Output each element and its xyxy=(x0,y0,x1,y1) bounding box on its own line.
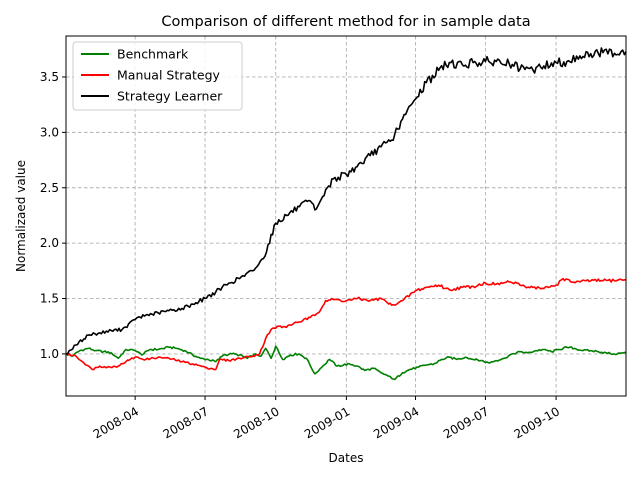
chart-title: Comparison of different method for in sa… xyxy=(161,14,530,30)
x-axis-ticks: 2008-04 2008-07 2008-10 2009-01 2009-04 2009-… xyxy=(91,396,562,441)
y-tick-label: 3.0 xyxy=(40,125,59,139)
x-tick-label: 2008-10 xyxy=(231,404,281,441)
series-line-manual-strategy xyxy=(65,277,627,371)
y-tick-label: 3.5 xyxy=(40,70,59,84)
y-tick-label: 1.5 xyxy=(40,292,59,306)
x-tick-label: 2008-07 xyxy=(161,404,211,441)
legend: Benchmark Manual Strategy Strategy Learner xyxy=(72,41,243,111)
x-axis-label: Dates xyxy=(329,451,364,465)
x-tick-label: 2008-04 xyxy=(91,404,141,441)
y-tick-label: 2.0 xyxy=(40,236,59,250)
series-line-benchmark xyxy=(65,345,627,381)
x-tick-label: 2009-01 xyxy=(302,404,352,441)
y-axis-label: Normalizaed value xyxy=(14,160,28,272)
series-lines xyxy=(65,47,627,381)
x-tick-label: 2009-10 xyxy=(512,404,562,441)
x-tick-label: 2009-04 xyxy=(371,404,421,441)
x-tick-label: 2009-07 xyxy=(441,404,491,441)
series-line-strategy-learner xyxy=(65,47,627,355)
legend-entry-label: Benchmark xyxy=(117,47,189,62)
legend-box xyxy=(72,41,243,111)
y-tick-label: 2.5 xyxy=(40,181,59,195)
legend-entry-label: Strategy Learner xyxy=(117,89,223,104)
y-tick-label: 1.0 xyxy=(40,347,59,361)
legend-entry-label: Manual Strategy xyxy=(117,68,221,83)
y-axis-ticks: 1.0 1.5 2.0 2.5 3.0 3.5 xyxy=(40,70,66,361)
